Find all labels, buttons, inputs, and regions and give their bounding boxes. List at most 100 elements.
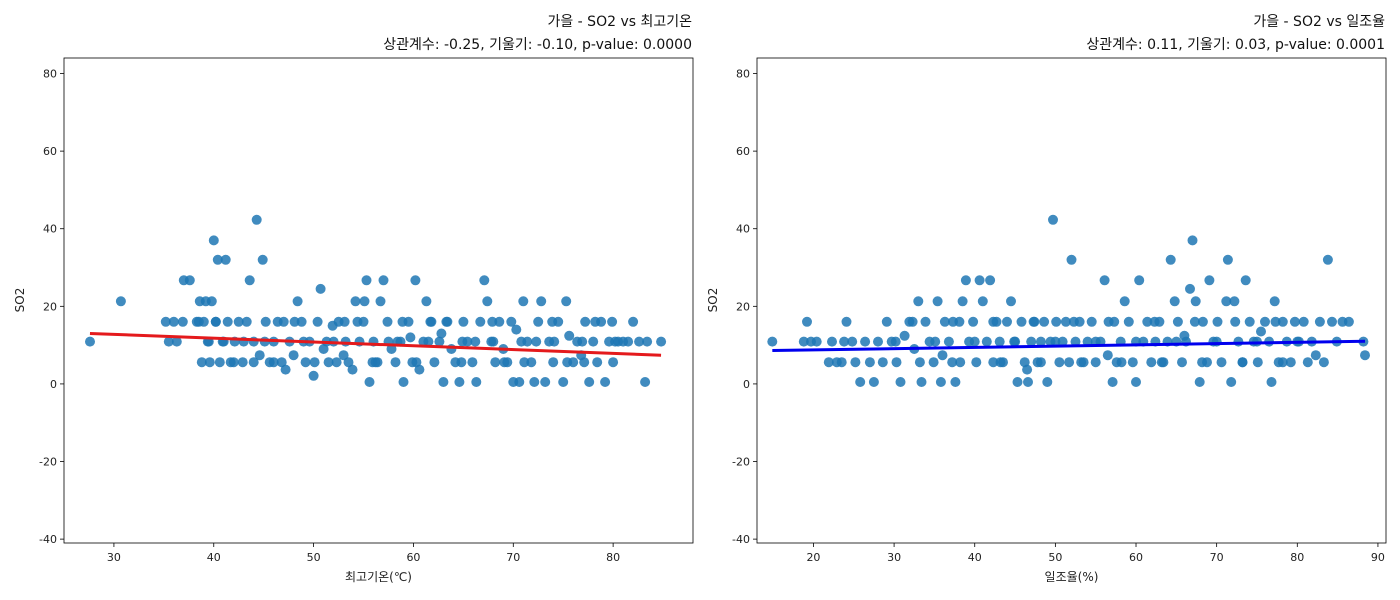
data-point-right-177 — [1022, 364, 1033, 375]
data-point-right-135 — [1310, 350, 1321, 361]
data-point-left-90 — [482, 296, 493, 307]
data-point-right-49 — [994, 336, 1005, 347]
regression-line-left — [89, 331, 662, 357]
data-point-right-161 — [1116, 357, 1127, 368]
data-point-right-18 — [877, 357, 888, 368]
data-point-left-173 — [579, 357, 590, 368]
data-point-left-102 — [529, 377, 540, 387]
data-point-right-104 — [1194, 377, 1205, 387]
data-point-right-0 — [767, 336, 778, 347]
data-point-left-5 — [171, 336, 182, 347]
data-point-left-77 — [429, 357, 440, 368]
data-point-right-176 — [937, 350, 948, 361]
data-point-left-153 — [397, 316, 408, 327]
data-point-left-166 — [367, 357, 378, 368]
y-tick-label-left-0: 0 — [50, 378, 57, 391]
data-point-right-39 — [960, 275, 971, 286]
data-point-left-134 — [268, 357, 279, 368]
y-tick-label-left--40: -40 — [39, 533, 57, 546]
data-point-left-23 — [222, 316, 233, 327]
data-point-left-32 — [254, 350, 265, 361]
data-point-right-87 — [1131, 377, 1141, 387]
data-point-right-105 — [1197, 316, 1208, 327]
data-point-left-41 — [288, 350, 299, 361]
data-point-left-145 — [590, 316, 601, 327]
data-point-right-13 — [855, 377, 866, 387]
regression-line-right — [772, 339, 1366, 353]
data-point-left-141 — [470, 336, 481, 347]
y-tick-label-right--40: -40 — [732, 533, 750, 546]
y-tick-label-right-60: 60 — [736, 145, 750, 158]
data-point-left-122 — [608, 357, 619, 368]
data-point-right-76 — [1086, 316, 1097, 327]
data-point-right-88 — [1134, 275, 1145, 286]
data-point-left-15 — [204, 357, 215, 368]
data-point-left-81 — [446, 344, 457, 354]
data-point-left-147 — [228, 357, 239, 368]
data-point-left-101 — [526, 357, 537, 368]
data-point-right-122 — [1260, 316, 1270, 327]
data-point-left-72 — [410, 275, 421, 286]
data-point-left-131 — [193, 316, 204, 327]
data-point-right-132 — [1298, 316, 1309, 327]
data-point-left-156 — [487, 316, 498, 327]
subplot-left: 30 40 50 60 70 80 -40 -20 0 20 40 60 80 가을 - SO2 vs… — [13, 14, 694, 584]
data-point-right-44 — [977, 296, 988, 307]
data-point-right-157 — [955, 357, 966, 368]
data-point-left-107 — [548, 357, 559, 368]
x-tick-label-right-70: 70 — [1210, 551, 1224, 564]
data-point-right-16 — [868, 377, 879, 387]
data-point-right-19 — [881, 316, 892, 327]
x-tick-label-right-80: 80 — [1290, 551, 1304, 564]
data-point-right-114 — [1229, 296, 1240, 307]
data-point-left-115 — [580, 316, 591, 327]
data-point-left-174 — [610, 336, 621, 347]
data-point-right-1 — [798, 336, 809, 347]
data-point-right-61 — [1035, 336, 1046, 347]
data-point-left-93 — [494, 316, 505, 327]
data-point-right-179 — [1179, 330, 1190, 341]
data-point-left-144 — [562, 357, 573, 368]
data-point-right-30 — [928, 357, 939, 368]
y-tick-label-left-40: 40 — [43, 223, 57, 236]
data-point-right-43 — [974, 275, 985, 286]
data-point-right-121 — [1256, 326, 1266, 337]
data-point-right-113 — [1226, 377, 1237, 387]
data-point-right-22 — [895, 377, 906, 387]
data-point-right-28 — [920, 316, 931, 327]
x-axis-label-right: 일조율(%) — [1045, 570, 1099, 584]
data-point-left-125 — [623, 336, 634, 347]
data-point-left-164 — [309, 357, 320, 368]
data-point-left-29 — [244, 275, 255, 286]
data-point-left-67 — [390, 357, 401, 368]
data-point-left-160 — [607, 316, 618, 327]
data-point-left-118 — [592, 357, 603, 368]
data-point-right-69 — [1060, 316, 1071, 327]
y-tick-label-right--20: -20 — [732, 456, 750, 469]
data-point-right-107 — [1204, 275, 1215, 286]
data-point-left-2 — [160, 316, 171, 327]
chart-title-left-line1: 가을 - SO2 vs 최고기온 — [547, 14, 692, 30]
x-tick-label-left-50: 50 — [307, 551, 321, 564]
data-point-right-71 — [1066, 254, 1077, 265]
data-point-left-103 — [533, 316, 544, 327]
data-point-left-175 — [359, 296, 370, 307]
data-point-left-132 — [210, 316, 221, 327]
data-point-left-163 — [278, 316, 289, 327]
data-point-right-72 — [1070, 336, 1081, 347]
data-point-left-169 — [457, 336, 468, 347]
data-point-right-14 — [860, 336, 871, 347]
data-point-left-34 — [260, 316, 271, 327]
data-point-right-38 — [957, 296, 968, 307]
data-point-right-175 — [1270, 316, 1281, 327]
data-point-left-19 — [212, 254, 223, 265]
data-point-left-165 — [339, 316, 350, 327]
data-point-right-118 — [1244, 316, 1255, 327]
data-point-left-170 — [488, 336, 499, 347]
data-point-right-42 — [971, 357, 982, 368]
data-point-left-87 — [471, 377, 482, 387]
data-point-right-41 — [968, 316, 979, 327]
data-point-right-55 — [1016, 316, 1027, 327]
data-point-left-83 — [454, 377, 465, 387]
data-point-left-69 — [398, 377, 409, 387]
